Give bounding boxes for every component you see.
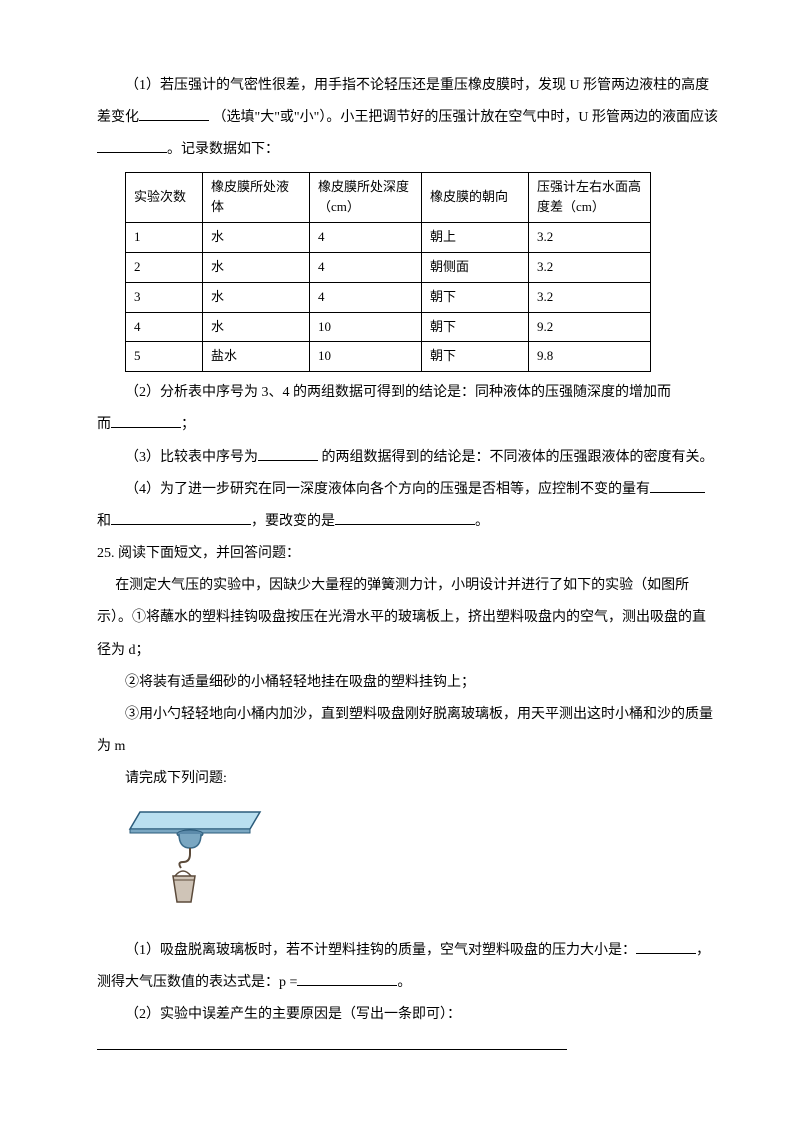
blank-field[interactable] [139,106,209,121]
table-cell: 3.2 [529,282,651,312]
table-cell: 朝上 [422,223,529,253]
table-row: 1 水 4 朝上 3.2 [126,223,651,253]
q1-part-b: （选填"大"或"小"）。小王把调节好的压强计放在空气中时，U 形管两边的液面应该 [213,110,718,125]
table-row: 5 盐水 10 朝下 9.8 [126,342,651,372]
table-row: 4 水 10 朝下 9.2 [126,312,651,342]
q25-step1: ①将蘸水的塑料挂钩吸盘按压在光滑水平的玻璃板上，挤出塑料吸盘内的空气，测出吸盘的… [97,610,706,657]
table-cell: 朝侧面 [422,252,529,282]
table-cell: 4 [126,312,203,342]
table-cell: 朝下 [422,312,529,342]
q25-prompt: 请完成下列问题: [97,763,719,795]
q25-sub1-a: （1）吸盘脱离玻璃板时，若不计塑料挂钩的质量，空气对塑料吸盘的压力大小是： [125,943,636,958]
suction-cup-diagram-icon [125,804,265,914]
experiment-figure [125,804,719,927]
blank-field[interactable] [335,510,475,525]
blank-field[interactable] [636,939,696,954]
table-cell: 9.2 [529,312,651,342]
blank-field[interactable] [97,138,167,153]
q3-part-b: 的两组数据得到的结论是：不同液体的压强跟液体的密度有关。 [322,450,714,465]
q3-part-a: （3）比较表中序号为 [125,450,258,465]
table-row: 2 水 4 朝侧面 3.2 [126,252,651,282]
q4-part-a: （4）为了进一步研究在同一深度液体向各个方向的压强是否相等，应控制不变的量有 [125,482,650,497]
table-cell: 3.2 [529,223,651,253]
table-cell: 4 [310,282,422,312]
table-cell: 水 [203,312,310,342]
q4-part-c: ，要改变的是 [251,514,335,529]
table-header-cell: 橡皮膜的朝向 [422,172,529,223]
table-header-cell: 橡皮膜所处深度（cm） [310,172,422,223]
q2-part-b: ； [181,417,195,432]
q4-part-d: 。 [475,514,489,529]
question-4-text: （4）为了进一步研究在同一深度液体向各个方向的压强是否相等，应控制不变的量有 [97,474,719,506]
table-cell: 4 [310,223,422,253]
blank-field[interactable] [111,510,251,525]
table-header-row: 实验次数 橡皮膜所处液体 橡皮膜所处深度（cm） 橡皮膜的朝向 压强计左右水面高… [126,172,651,223]
q25-step3: ③用小勺轻轻地向小桶内加沙，直到塑料吸盘刚好脱离玻璃板，用天平测出这时小桶和沙的… [97,699,719,763]
table-cell: 水 [203,223,310,253]
table-cell: 朝下 [422,342,529,372]
q1-part-c: 。记录数据如下： [167,142,279,157]
blank-field[interactable] [111,413,181,428]
table-cell: 10 [310,312,422,342]
q25-step2: ②将装有适量细砂的小桶轻轻地挂在吸盘的塑料挂钩上； [97,667,719,699]
table-cell: 朝下 [422,282,529,312]
table-cell: 10 [310,342,422,372]
q25-intro: 在测定大气压的实验中，因缺少大量程的弹簧测力计，小明设计并进行了如下的实验（如图… [97,570,719,667]
question-2-text: （2）分析表中序号为 3、4 的两组数据可得到的结论是：同种液体的压强随深度的增… [97,377,719,409]
table-cell: 3.2 [529,252,651,282]
experiment-data-table: 实验次数 橡皮膜所处液体 橡皮膜所处深度（cm） 橡皮膜的朝向 压强计左右水面高… [125,172,651,373]
q25-sub1-c: 。 [397,975,411,990]
q25-sub1: （1）吸盘脱离玻璃板时，若不计塑料挂钩的质量，空气对塑料吸盘的压力大小是：，测得… [97,935,719,999]
table-cell: 4 [310,252,422,282]
question-4-cont: 和 ，要改变的是 。 [97,506,719,538]
q4-part-b: 和 [97,514,111,529]
table-cell: 水 [203,282,310,312]
q2-part-a: （2）分析表中序号为 3、4 的两组数据可得到的结论是：同种液体的压强随深度的增… [125,385,671,400]
table-cell: 3 [126,282,203,312]
table-row: 3 水 4 朝下 3.2 [126,282,651,312]
blank-field[interactable] [297,971,397,986]
table-header-cell: 实验次数 [126,172,203,223]
table-cell: 9.8 [529,342,651,372]
table-header-cell: 压强计左右水面高度差（cm） [529,172,651,223]
question-3-text: （3）比较表中序号为 的两组数据得到的结论是：不同液体的压强跟液体的密度有关。 [97,442,719,474]
blank-field[interactable] [258,446,318,461]
table-cell: 5 [126,342,203,372]
question-2-cont: 而； [97,409,719,441]
question-25-title: 25. 阅读下面短文，并回答问题： [97,538,719,570]
blank-field[interactable] [650,478,705,493]
table-cell: 盐水 [203,342,310,372]
q25-sub2: （2）实验中误差产生的主要原因是（写出一条即可）： [97,999,719,1063]
q25-sub2-a: （2）实验中误差产生的主要原因是（写出一条即可）： [125,1007,461,1022]
table-header-cell: 橡皮膜所处液体 [203,172,310,223]
table-cell: 1 [126,223,203,253]
table-cell: 水 [203,252,310,282]
table-cell: 2 [126,252,203,282]
question-1-text: （1）若压强计的气密性很差，用手指不论轻压还是重压橡皮膜时，发现 U 形管两边液… [97,70,719,167]
blank-field[interactable] [97,1035,567,1050]
